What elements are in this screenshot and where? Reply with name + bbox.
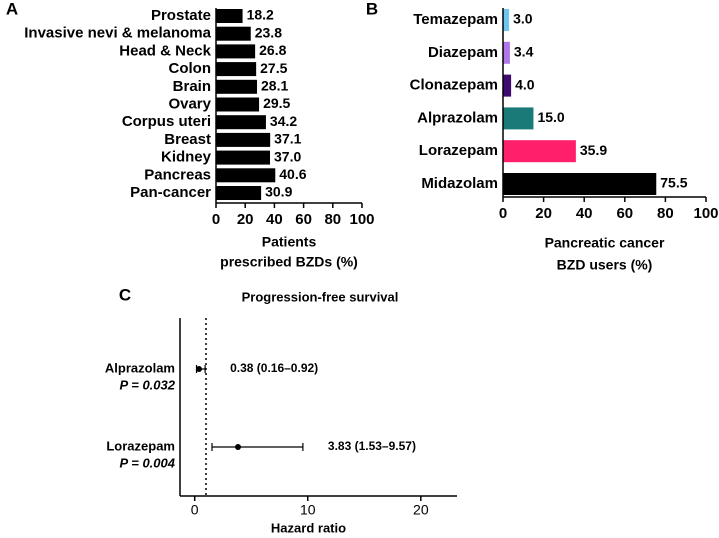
x-tick-label: 10 (300, 502, 316, 518)
category-label: Brain (173, 78, 211, 95)
x-tick-label: 60 (295, 211, 312, 228)
bar (216, 97, 260, 112)
bar (216, 62, 257, 77)
bar (216, 150, 271, 165)
x-axis-label: BZD users (%) (557, 257, 653, 273)
chart-title: Progression-free survival (242, 289, 399, 304)
value-label: 75.5 (660, 175, 687, 191)
x-axis-label: prescribed BZDs (%) (220, 254, 358, 270)
value-label: 4.0 (515, 76, 535, 92)
category-label: Prostate (151, 7, 211, 24)
category-label: Diazepam (428, 44, 498, 61)
x-tick-label: 20 (535, 205, 552, 222)
bar (503, 140, 576, 163)
bar (216, 186, 262, 200)
row-label: Lorazepam (106, 438, 175, 453)
x-axis-label: Patients (262, 234, 317, 250)
estimate-label: 3.83 (1.53–9.57) (328, 439, 416, 453)
p-value: P = 0.004 (119, 455, 175, 470)
bar (216, 168, 276, 183)
value-label: 23.8 (255, 24, 282, 40)
category-label: Breast (164, 131, 211, 148)
value-label: 40.6 (279, 166, 306, 182)
bar (503, 41, 510, 64)
bar (503, 107, 534, 130)
value-label: 26.8 (259, 42, 286, 58)
category-label: Kidney (161, 149, 212, 166)
value-label: 30.9 (265, 184, 292, 200)
p-value: P = 0.032 (119, 377, 175, 392)
category-label: Temazepam (413, 11, 498, 28)
category-label: Ovary (168, 95, 211, 112)
bar (216, 9, 243, 23)
bar (503, 9, 510, 31)
category-label: Alprazolam (417, 109, 498, 126)
value-label: 37.0 (274, 148, 301, 164)
x-tick-label: 40 (266, 211, 283, 228)
category-label: Corpus uteri (122, 113, 211, 130)
category-label: Pan-cancer (130, 184, 211, 201)
value-label: 18.2 (247, 7, 274, 23)
value-label: 15.0 (537, 109, 564, 125)
value-label: 37.1 (274, 131, 301, 147)
value-label: 3.4 (514, 44, 534, 60)
x-axis-label: Pancreatic cancer (545, 235, 665, 251)
x-tick-label: 80 (657, 205, 674, 222)
bar (503, 173, 657, 195)
value-label: 34.2 (270, 113, 297, 129)
estimate-point (235, 444, 242, 450)
value-label: 27.5 (260, 60, 287, 76)
x-tick-label: 40 (576, 205, 593, 222)
x-tick-label: 80 (324, 211, 341, 228)
bar (216, 115, 266, 130)
bar (216, 79, 258, 94)
x-axis-label: Hazard ratio (271, 520, 346, 535)
x-tick-label: 100 (349, 211, 374, 228)
category-label: Head & Neck (119, 42, 211, 59)
x-tick-label: 0 (499, 205, 507, 222)
bar (216, 26, 251, 41)
panel-label: A (6, 0, 18, 18)
category-label: Pancreas (144, 166, 211, 183)
x-tick-label: 0 (191, 502, 199, 518)
panel-label: C (119, 285, 131, 304)
value-label: 28.1 (261, 78, 288, 94)
value-label: 35.9 (580, 142, 607, 158)
category-label: Invasive nevi & melanoma (24, 25, 211, 42)
bar (216, 132, 271, 147)
panel-label: B (366, 0, 378, 18)
category-label: Clonazepam (410, 77, 498, 94)
x-tick-label: 0 (212, 211, 220, 228)
x-tick-label: 20 (413, 502, 429, 518)
category-label: Midazolam (421, 175, 498, 192)
x-tick-label: 20 (237, 211, 254, 228)
bar (216, 44, 256, 59)
x-tick-label: 60 (616, 205, 633, 222)
estimate-point (195, 366, 202, 372)
bar (503, 74, 512, 97)
x-tick-label: 100 (693, 205, 718, 222)
category-label: Colon (169, 60, 212, 77)
category-label: Lorazepam (419, 142, 498, 159)
row-label: Alprazolam (105, 360, 175, 375)
value-label: 29.5 (263, 95, 290, 111)
estimate-label: 0.38 (0.16–0.92) (230, 361, 318, 375)
value-label: 3.0 (513, 11, 533, 27)
